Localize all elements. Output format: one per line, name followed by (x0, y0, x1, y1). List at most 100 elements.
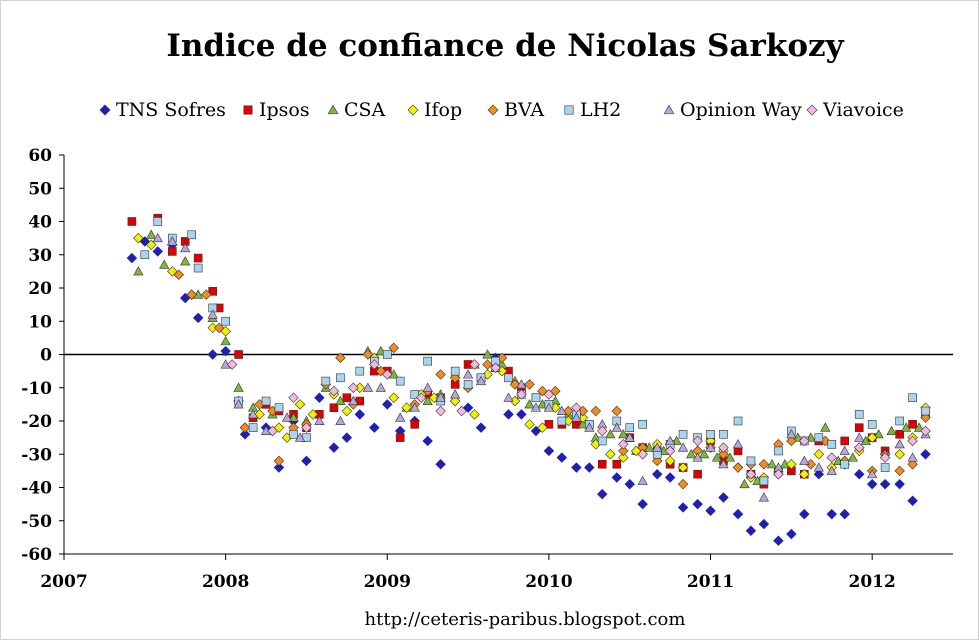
data-point (126, 252, 138, 264)
data-point (482, 349, 493, 359)
data-point (415, 392, 427, 403)
data-point (597, 459, 607, 469)
data-point (193, 263, 203, 273)
data-point (301, 455, 312, 467)
data-point (422, 435, 433, 447)
series-opinion-way (152, 232, 931, 502)
data-point (799, 468, 810, 480)
data-point (920, 449, 931, 460)
data-point (665, 435, 676, 445)
data-point (718, 492, 729, 503)
x-tick-label: 2012 (849, 572, 896, 592)
data-point (840, 436, 850, 446)
data-point (220, 345, 231, 357)
data-point (879, 478, 891, 490)
data-point (739, 478, 750, 489)
data-point (382, 399, 393, 410)
data-point (618, 429, 629, 439)
data-point (651, 455, 663, 467)
data-point (208, 287, 218, 296)
y-tick-label: 30 (28, 246, 52, 266)
data-point (469, 359, 480, 370)
data-point (826, 465, 837, 475)
legend-item: BVA (487, 99, 544, 121)
data-point (173, 269, 184, 280)
data-point (624, 432, 635, 442)
data-point (524, 419, 535, 430)
data-point (612, 459, 622, 469)
data-point (267, 425, 278, 437)
data-point (159, 259, 170, 269)
data-point (335, 395, 346, 406)
data-point (537, 422, 548, 433)
data-point (894, 478, 905, 490)
data-point (879, 452, 891, 463)
data-point (369, 422, 380, 433)
data-point (490, 362, 501, 374)
data-point (329, 403, 339, 413)
data-point (423, 356, 432, 366)
data-point (273, 422, 285, 433)
y-tick-label: 10 (28, 312, 52, 332)
data-point (146, 239, 157, 250)
data-point (395, 376, 405, 386)
data-point (193, 253, 203, 263)
data-point (192, 312, 204, 324)
data-point (718, 459, 729, 469)
data-point (335, 415, 346, 425)
data-point (475, 422, 487, 433)
data-point (127, 217, 137, 226)
data-point (854, 410, 864, 419)
data-point (388, 342, 399, 354)
data-point (328, 385, 340, 397)
legend-label: Viavoice (822, 99, 904, 121)
data-point (167, 247, 177, 256)
series-lh2 (140, 217, 930, 486)
data-point (449, 395, 461, 407)
data-point (563, 405, 574, 417)
data-point (482, 359, 493, 370)
y-tick-label: -10 (21, 379, 52, 399)
y-tick-label: 0 (40, 346, 52, 366)
data-point (692, 498, 703, 510)
legend: TNS Sofres Ipsos CSA Ifop BVA LH2 Opinion Way V… (99, 99, 904, 121)
data-point (611, 472, 623, 483)
data-point (854, 442, 865, 453)
data-point (422, 382, 433, 392)
legend-item: Opinion Way (663, 99, 802, 121)
data-point (652, 442, 663, 452)
data-point (289, 429, 298, 439)
legend-marker (806, 104, 818, 116)
data-point (516, 389, 527, 400)
data-point (301, 422, 312, 433)
data-point (854, 468, 865, 480)
legend-item: CSA (327, 99, 386, 121)
data-point (503, 409, 514, 420)
data-point (605, 449, 616, 460)
data-point (369, 359, 380, 370)
data-point (826, 508, 837, 520)
data-point (799, 435, 810, 447)
data-point (556, 452, 568, 463)
y-tick-label: -20 (21, 412, 52, 432)
legend-label: Ifop (424, 99, 462, 121)
data-point (335, 352, 346, 364)
data-point (584, 422, 595, 432)
y-tick-label: -40 (21, 479, 52, 499)
data-point (866, 432, 878, 443)
y-tick-label: -60 (21, 545, 52, 565)
data-point (456, 405, 467, 417)
data-point (820, 422, 831, 432)
data-point (281, 412, 293, 422)
data-point (732, 439, 744, 449)
data-point (348, 382, 359, 393)
data-point (706, 429, 715, 439)
data-point (624, 478, 635, 490)
legend-marker (407, 104, 419, 116)
data-point (239, 422, 251, 433)
data-point (167, 266, 178, 277)
legend-label: CSA (344, 99, 386, 121)
data-point (543, 402, 555, 412)
